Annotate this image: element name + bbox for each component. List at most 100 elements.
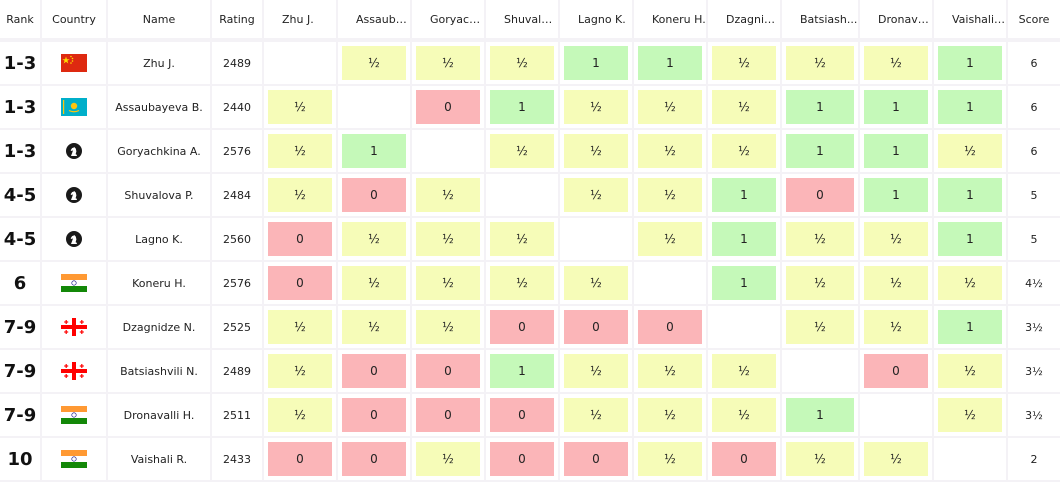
player-rank: 10	[0, 438, 40, 480]
result-cell: ½	[560, 86, 632, 128]
player-name[interactable]: Vaishali R.	[108, 438, 210, 480]
result-cell: ½	[264, 350, 336, 392]
result-cell: ½	[860, 42, 932, 84]
header-score[interactable]: Score	[1008, 0, 1060, 38]
header-opponent[interactable]: Assauba...	[338, 0, 410, 38]
result-cell: 1	[634, 42, 706, 84]
result-draw: ½	[416, 222, 480, 256]
result-draw: ½	[564, 398, 628, 432]
player-name[interactable]: Zhu J.	[108, 42, 210, 84]
header-opponent-label: Dronava...	[878, 12, 932, 26]
header-opponent[interactable]: Koneru H.	[634, 0, 706, 38]
result-self	[864, 398, 928, 432]
result-cell: ½	[486, 130, 558, 172]
player-name[interactable]: Batsiashvili N.	[108, 350, 210, 392]
result-draw: ½	[268, 310, 332, 344]
result-draw: ½	[490, 222, 554, 256]
result-draw: ½	[864, 266, 928, 300]
player-score: 4½	[1008, 262, 1060, 304]
result-self	[564, 222, 628, 256]
result-draw: ½	[416, 310, 480, 344]
china-flag-icon	[61, 54, 87, 72]
result-cell: 0	[486, 394, 558, 436]
player-score: 5	[1008, 218, 1060, 260]
result-cell: ½	[634, 394, 706, 436]
result-cell	[634, 262, 706, 304]
header-opponent[interactable]: Goryach...	[412, 0, 484, 38]
player-name[interactable]: Dronavalli H.	[108, 394, 210, 436]
result-win: 1	[864, 90, 928, 124]
player-name[interactable]: Koneru H.	[108, 262, 210, 304]
header-opponent[interactable]: Batsiash...	[782, 0, 858, 38]
result-cell: 1	[860, 174, 932, 216]
result-cell: ½	[412, 306, 484, 348]
result-cell: 1	[338, 130, 410, 172]
result-loss: 0	[416, 398, 480, 432]
header-name[interactable]: Name	[108, 0, 210, 38]
result-cell: ½	[860, 218, 932, 260]
header-opponent[interactable]: Vaishali R.	[934, 0, 1006, 38]
result-cell: ½	[486, 262, 558, 304]
header-country[interactable]: Country	[42, 0, 106, 38]
result-draw: ½	[786, 266, 854, 300]
result-cell: ½	[708, 130, 780, 172]
result-win: 1	[490, 354, 554, 388]
result-cell	[708, 306, 780, 348]
header-opponent-label: Dzagnid...	[726, 12, 780, 26]
result-draw: ½	[416, 442, 480, 476]
result-cell: 0	[412, 350, 484, 392]
result-cell: ½	[708, 394, 780, 436]
player-rank: 1-3	[0, 86, 40, 128]
header-opponent[interactable]: Dronava...	[860, 0, 932, 38]
result-cell: ½	[338, 306, 410, 348]
result-cell: 1	[860, 130, 932, 172]
header-rating[interactable]: Rating	[212, 0, 262, 38]
result-win: 1	[938, 46, 1002, 80]
result-cell: ½	[412, 42, 484, 84]
result-draw: ½	[786, 46, 854, 80]
header-opponent[interactable]: Dzagnid...	[708, 0, 780, 38]
result-win: 1	[712, 178, 776, 212]
result-draw: ½	[712, 398, 776, 432]
player-name[interactable]: Shuvalova P.	[108, 174, 210, 216]
result-draw: ½	[268, 354, 332, 388]
header-opponent[interactable]: Zhu J.	[264, 0, 336, 38]
player-name[interactable]: Lagno K.	[108, 218, 210, 260]
result-cell: 1	[934, 86, 1006, 128]
result-draw: ½	[564, 178, 628, 212]
header-opponent[interactable]: Shuvalo...	[486, 0, 558, 38]
result-draw: ½	[268, 178, 332, 212]
result-cell: 1	[934, 174, 1006, 216]
result-cell: ½	[264, 174, 336, 216]
player-rating: 2440	[212, 86, 262, 128]
result-loss: 0	[268, 222, 332, 256]
header-rank[interactable]: Rank	[0, 0, 40, 38]
result-loss: 0	[490, 398, 554, 432]
result-cell: ½	[782, 42, 858, 84]
player-rating: 2576	[212, 262, 262, 304]
result-cell	[860, 394, 932, 436]
result-cell: ½	[934, 394, 1006, 436]
result-loss: 0	[564, 310, 628, 344]
result-draw: ½	[786, 222, 854, 256]
result-draw: ½	[638, 178, 702, 212]
result-self	[712, 310, 776, 344]
result-draw: ½	[564, 266, 628, 300]
player-name[interactable]: Goryachkina A.	[108, 130, 210, 172]
result-loss: 0	[268, 266, 332, 300]
result-cell: ½	[634, 350, 706, 392]
player-name[interactable]: Dzagnidze N.	[108, 306, 210, 348]
header-opponent-label: Shuvalo...	[504, 12, 558, 26]
result-draw: ½	[342, 46, 406, 80]
result-win: 1	[786, 398, 854, 432]
fide-flag-icon	[66, 231, 82, 247]
result-cell: ½	[934, 350, 1006, 392]
result-win: 1	[564, 46, 628, 80]
result-cell: ½	[782, 218, 858, 260]
header-opponent-label: Assauba...	[356, 12, 410, 26]
header-opponent[interactable]: Lagno K.	[560, 0, 632, 38]
player-name[interactable]: Assaubayeva B.	[108, 86, 210, 128]
header-opponent-label: Zhu J.	[282, 12, 314, 26]
result-cell: 0	[634, 306, 706, 348]
